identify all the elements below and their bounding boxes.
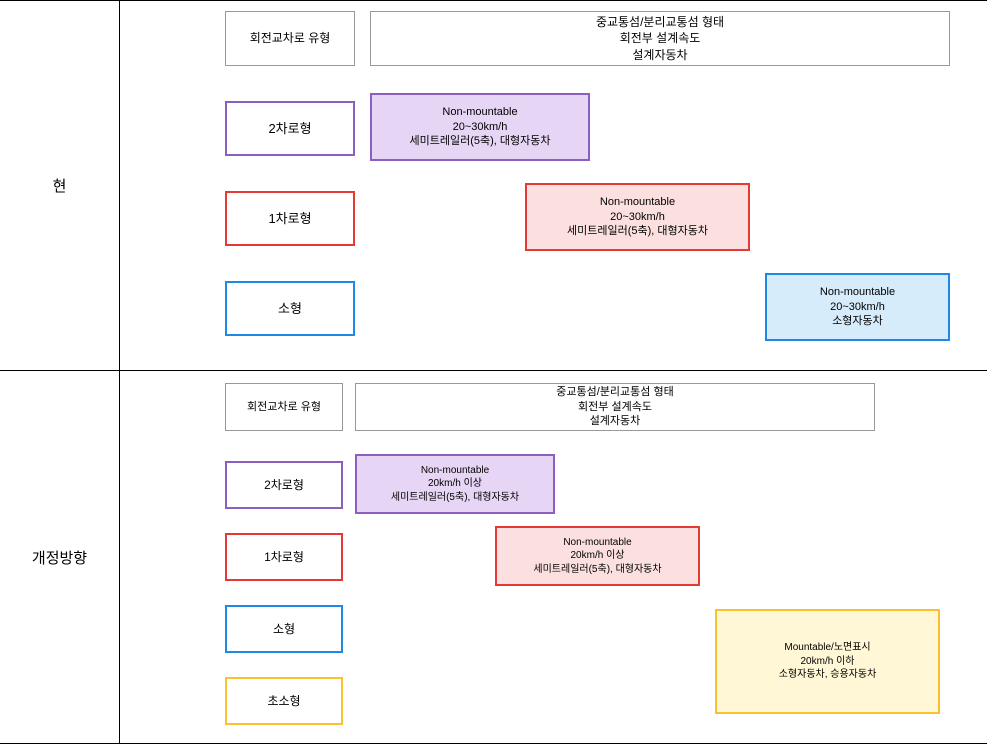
- lane1-label-text-b: 1차로형: [264, 549, 304, 565]
- lane2-line3: 세미트레일러(5축), 대형자동차: [410, 134, 551, 149]
- small-detail-box: Non-mountable 20~30km/h 소형자동차: [765, 273, 950, 341]
- section-revised: 개정방향 회전교차로 유형 중교통섬/분리교통섬 형태 회전부 설계속도 설계자…: [0, 370, 987, 744]
- yellow-b-line3: 소형자동차, 승용자동차: [779, 668, 877, 682]
- lane2-b-line2: 20km/h 이상: [428, 477, 482, 491]
- big-header-line1: 중교통섬/분리교통섬 형태: [596, 14, 724, 30]
- lane2-detail-box: Non-mountable 20~30km/h 세미트레일러(5축), 대형자동…: [370, 93, 590, 161]
- lane2-label-box-b: 2차로형: [225, 461, 343, 509]
- lane1-detail-box: Non-mountable 20~30km/h 세미트레일러(5축), 대형자동…: [525, 183, 750, 251]
- small-line2: 20~30km/h: [830, 300, 885, 315]
- big-header-line2: 회전부 설계속도: [620, 30, 701, 46]
- lane1-b-line3: 세미트레일러(5축), 대형자동차: [533, 563, 661, 577]
- lane1-b-line1: Non-mountable: [563, 536, 631, 550]
- type-header-box: 회전교차로 유형: [225, 11, 355, 66]
- section-current: 현 회전교차로 유형 중교통섬/분리교통섬 형태 회전부 설계속도 설계자동차 …: [0, 0, 987, 370]
- right-area-revised: 회전교차로 유형 중교통섬/분리교통섬 형태 회전부 설계속도 설계자동차 2차…: [120, 371, 987, 743]
- small-line1: Non-mountable: [820, 285, 895, 300]
- lane1-label-text: 1차로형: [268, 210, 311, 228]
- small-label-box-b: 소형: [225, 605, 343, 653]
- lane2-b-line3: 세미트레일러(5축), 대형자동차: [391, 491, 519, 505]
- big-header-box: 중교통섬/분리교통섬 형태 회전부 설계속도 설계자동차: [370, 11, 950, 66]
- left-column-current: 현: [0, 1, 120, 370]
- yellow-detail-box-b: Mountable/노면표시 20km/h 이하 소형자동차, 승용자동차: [715, 609, 940, 714]
- lane2-detail-box-b: Non-mountable 20km/h 이상 세미트레일러(5축), 대형자동…: [355, 454, 555, 514]
- lane1-line1: Non-mountable: [600, 195, 675, 210]
- mini-label-text-b: 초소형: [267, 693, 300, 709]
- small-line3: 소형자동차: [832, 314, 883, 329]
- big-header-b-line3: 설계자동차: [590, 414, 641, 429]
- right-area-current: 회전교차로 유형 중교통섬/분리교통섬 형태 회전부 설계속도 설계자동차 2차…: [120, 1, 987, 370]
- lane2-label-text-b: 2차로형: [264, 477, 304, 493]
- left-label-current: 현: [53, 175, 67, 196]
- big-header-b-line1: 중교통섬/분리교통섬 형태: [556, 385, 673, 400]
- lane2-line2: 20~30km/h: [453, 120, 508, 135]
- big-header-line3: 설계자동차: [632, 47, 687, 63]
- lane1-label-box: 1차로형: [225, 191, 355, 246]
- lane2-line1: Non-mountable: [442, 105, 517, 120]
- lane1-detail-box-b: Non-mountable 20km/h 이상 세미트레일러(5축), 대형자동…: [495, 526, 700, 586]
- left-column-revised: 개정방향: [0, 371, 120, 743]
- big-header-box-b: 중교통섬/분리교통섬 형태 회전부 설계속도 설계자동차: [355, 383, 875, 431]
- type-header-text: 회전교차로 유형: [250, 30, 331, 46]
- mini-label-box-b: 초소형: [225, 677, 343, 725]
- small-label-box: 소형: [225, 281, 355, 336]
- left-label-revised: 개정방향: [32, 547, 87, 568]
- big-header-b-line2: 회전부 설계속도: [578, 400, 652, 415]
- lane2-label-box: 2차로형: [225, 101, 355, 156]
- lane1-label-box-b: 1차로형: [225, 533, 343, 581]
- lane1-line3: 세미트레일러(5축), 대형자동차: [567, 224, 708, 239]
- small-label-text: 소형: [278, 300, 302, 318]
- small-label-text-b: 소형: [273, 621, 295, 637]
- lane2-label-text: 2차로형: [268, 120, 311, 138]
- yellow-b-line1: Mountable/노면표시: [784, 641, 870, 655]
- lane2-b-line1: Non-mountable: [421, 464, 489, 478]
- yellow-b-line2: 20km/h 이하: [801, 655, 855, 669]
- lane1-b-line2: 20km/h 이상: [571, 549, 625, 563]
- lane1-line2: 20~30km/h: [610, 210, 665, 225]
- type-header-box-b: 회전교차로 유형: [225, 383, 343, 431]
- type-header-text-b: 회전교차로 유형: [247, 400, 321, 415]
